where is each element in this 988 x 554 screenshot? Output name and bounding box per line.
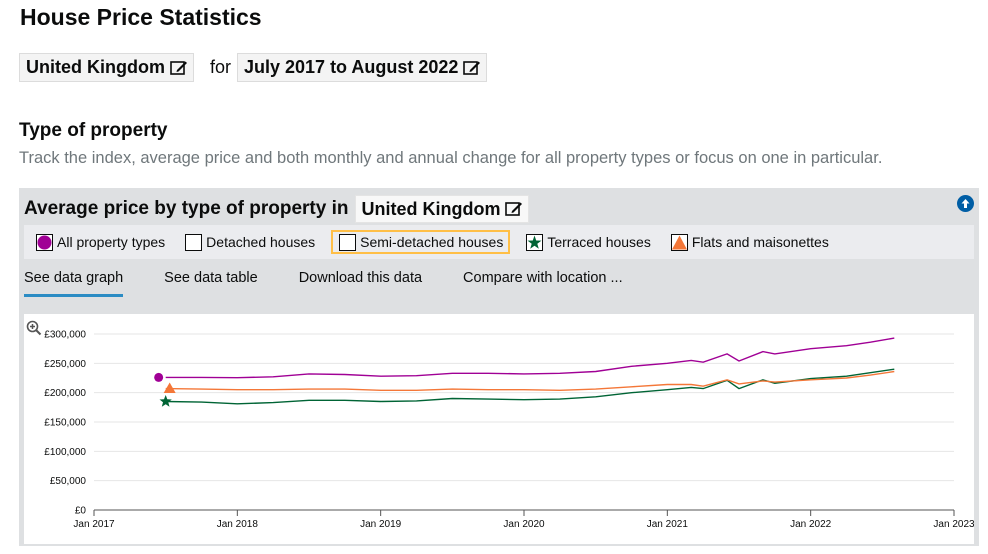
- y-tick-label: £300,000: [44, 330, 86, 341]
- y-tick-label: £50,000: [50, 476, 87, 487]
- tab-see-data-graph[interactable]: See data graph: [24, 270, 124, 297]
- section-description: Track the index, average price and both …: [19, 149, 883, 167]
- x-tick-label: Jan 2023: [933, 519, 974, 530]
- series-line-all-property-types: [165, 337, 895, 379]
- y-tick-label: £0: [75, 506, 87, 517]
- triangle-icon: [670, 233, 688, 251]
- section-title: Type of property: [19, 120, 168, 141]
- legend-flats-and-maisonettes[interactable]: Flats and maisonettes: [667, 230, 833, 254]
- tab-see-data-table[interactable]: See data table: [164, 270, 258, 286]
- legend-terraced-houses[interactable]: Terraced houses: [522, 230, 655, 254]
- checkbox-icon: [339, 233, 357, 251]
- legend-label: Terraced houses: [547, 234, 651, 250]
- zoom-icon[interactable]: [26, 320, 42, 336]
- filter-row: United Kingdom for July 2017 to August 2…: [19, 53, 488, 82]
- x-tick-label: Jan 2021: [647, 519, 689, 530]
- x-tick-label: Jan 2019: [360, 519, 402, 530]
- view-tabs: See data graph See data table Download t…: [24, 270, 664, 297]
- tab-compare-location[interactable]: Compare with location ...: [463, 270, 623, 286]
- location-selector[interactable]: United Kingdom: [19, 53, 194, 82]
- back-to-top-icon[interactable]: [957, 195, 974, 212]
- series-marker-all-property-types: [154, 372, 164, 382]
- panel-location-selector[interactable]: United Kingdom: [354, 195, 530, 223]
- chart-area: £0 £50,000 £100,000 £150,000 £200,000 £250,00…: [24, 314, 975, 544]
- series-line-terraced-houses: [165, 368, 895, 405]
- period-selector[interactable]: July 2017 to August 2022: [237, 53, 488, 82]
- y-tick-label: £200,000: [44, 388, 86, 399]
- y-tick-label: £250,000: [44, 359, 86, 370]
- legend-label: All property types: [57, 234, 166, 250]
- series-line-flats-and-maisonettes: [165, 370, 895, 392]
- series-marker-terraced-houses: [159, 395, 172, 407]
- panel-location-label: United Kingdom: [361, 198, 501, 219]
- legend-semi-detached-houses[interactable]: Semi-detached houses: [331, 230, 511, 254]
- x-tick-label: Jan 2020: [503, 519, 545, 530]
- for-label: for: [209, 57, 231, 77]
- legend-detached-houses[interactable]: Detached houses: [181, 230, 319, 254]
- tab-download-data[interactable]: Download this data: [298, 270, 423, 286]
- panel-heading-text: Average price by type of property in: [24, 198, 349, 219]
- y-tick-label: £100,000: [44, 447, 86, 458]
- location-label: United Kingdom: [26, 57, 165, 77]
- checkbox-icon: [185, 233, 203, 251]
- edit-icon: [505, 202, 523, 216]
- legend-label: Detached houses: [206, 234, 316, 250]
- chart-panel: Average price by type of property in Uni…: [19, 188, 979, 546]
- page-title: House Price Statistics: [20, 4, 262, 30]
- x-tick-label: Jan 2018: [217, 519, 259, 530]
- filled-square-icon: [36, 233, 53, 251]
- series-marker-flats-and-maisonettes: [163, 382, 176, 394]
- legend-label: Flats and maisonettes: [691, 234, 829, 250]
- edit-icon: [170, 60, 187, 75]
- panel-heading: Average price by type of property in Uni…: [24, 195, 530, 223]
- star-icon: [526, 233, 544, 251]
- edit-icon: [463, 60, 481, 75]
- y-tick-label: £150,000: [44, 418, 86, 429]
- legend-bar: All property types Detached houses Semi-…: [24, 225, 974, 259]
- x-tick-label: Jan 2017: [73, 519, 115, 530]
- period-label: July 2017 to August 2022: [244, 57, 459, 77]
- legend-all-property-types[interactable]: All property types: [32, 230, 169, 254]
- legend-label: Semi-detached houses: [360, 234, 504, 250]
- price-line-chart: £0 £50,000 £100,000 £150,000 £200,000 £250,00…: [44, 330, 975, 531]
- x-tick-label: Jan 2022: [790, 519, 832, 530]
